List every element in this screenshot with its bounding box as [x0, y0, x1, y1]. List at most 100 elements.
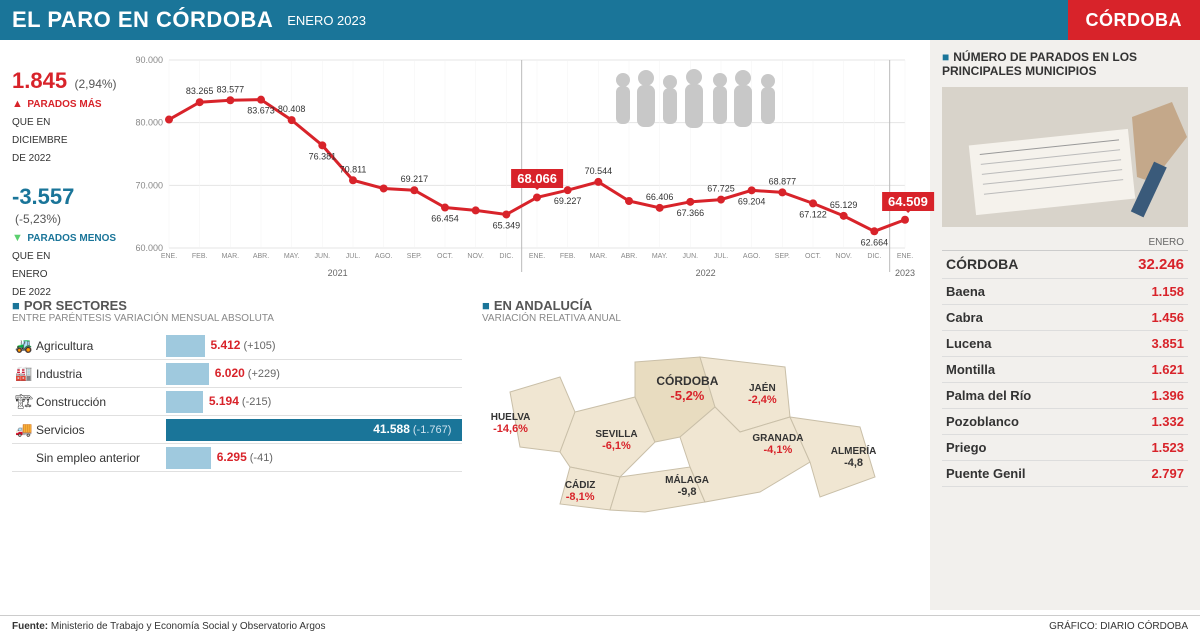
- sector-row: 🏭 Industria 6.020(+229): [12, 360, 462, 388]
- svg-text:83.265: 83.265: [186, 86, 214, 96]
- svg-text:ABR.: ABR.: [253, 253, 269, 260]
- left-column: 1.845 (2,94%) ▲ PARADOS MÁS QUE EN DICIE…: [0, 40, 930, 610]
- muni-row: Lucena 3.851: [942, 331, 1188, 357]
- svg-text:2021: 2021: [328, 268, 348, 278]
- svg-text:AGO.: AGO.: [743, 253, 761, 260]
- svg-text:FEB.: FEB.: [560, 253, 576, 260]
- andalucia-map: HUELVA-14,6%SEVILLA-6,1%CÓRDOBA-5,2%JAÉN…: [482, 332, 918, 522]
- page-date: ENERO 2023: [287, 13, 366, 28]
- svg-text:83.673: 83.673: [247, 106, 275, 116]
- muni-name: Puente Genil: [946, 466, 1025, 481]
- svg-text:62.664: 62.664: [861, 237, 889, 247]
- sector-bar: 41.588(-1.767): [166, 419, 462, 441]
- sector-name: Servicios: [36, 423, 166, 437]
- svg-text:70.811: 70.811: [340, 164, 367, 174]
- sector-icon: 🏗: [12, 393, 36, 410]
- svg-text:MAY.: MAY.: [652, 253, 668, 260]
- chart-row: 1.845 (2,94%) ▲ PARADOS MÁS QUE EN DICIE…: [12, 50, 918, 290]
- svg-text:80.408: 80.408: [278, 104, 306, 114]
- svg-text:ENE.: ENE.: [529, 253, 545, 260]
- muni-row: Pozoblanco1.332: [942, 409, 1188, 435]
- province-label: MÁLAGA-9,8: [665, 475, 709, 498]
- municipios-list: CÓRDOBA32.246Baena1.158Cabra1.456Lucena3…: [942, 251, 1188, 487]
- svg-text:MAR.: MAR.: [590, 253, 608, 260]
- people-silhouettes-icon: [608, 68, 788, 138]
- kpi-up-sub1: QUE EN: [12, 117, 50, 128]
- sectors-panel: ■POR SECTORES ENTRE PARÉNTESIS VARIACIÓN…: [12, 298, 462, 522]
- sectors-title: ■POR SECTORES: [12, 298, 462, 313]
- sector-name: Industria: [36, 367, 166, 381]
- sector-icon: 🚜: [12, 337, 36, 354]
- svg-text:ABR.: ABR.: [621, 253, 637, 260]
- sector-icon: 🚚: [12, 421, 36, 438]
- svg-text:66.454: 66.454: [431, 214, 459, 224]
- province-label: CÓRDOBA-5,2%: [656, 374, 718, 403]
- sector-value: 41.588(-1.767): [373, 422, 451, 436]
- province-label: ALMERÍA-4,8: [831, 446, 877, 469]
- kpi-up-sub3: DE 2022: [12, 153, 51, 164]
- line-chart: 60.00070.00080.00090.000ENE.FEB.MAR.ABR.…: [122, 50, 918, 290]
- svg-text:68.877: 68.877: [769, 176, 797, 186]
- muni-value: 1.332: [1151, 414, 1184, 429]
- svg-text:SEP.: SEP.: [775, 253, 790, 260]
- sector-icon: 🏭: [12, 365, 36, 382]
- kpi-down-sub1: QUE EN: [12, 251, 50, 262]
- sector-bar: 5.412(+105): [166, 335, 462, 357]
- andalucia-panel: ■EN ANDALUCÍA VARIACIÓN RELATIVA ANUAL: [462, 298, 918, 522]
- muni-value: 3.851: [1151, 336, 1184, 351]
- svg-text:2023: 2023: [895, 268, 915, 278]
- svg-text:OCT.: OCT.: [437, 253, 453, 260]
- svg-text:67.725: 67.725: [707, 184, 735, 194]
- sector-bar: 6.295(-41): [166, 447, 462, 469]
- province-label: JAÉN-2,4%: [748, 383, 777, 406]
- svg-text:67.366: 67.366: [677, 208, 705, 218]
- sector-row: Sin empleo anterior 6.295(-41): [12, 444, 462, 472]
- municipios-title: ■NÚMERO DE PARADOS EN LOS PRINCIPALES MU…: [942, 50, 1188, 79]
- kpi-down-value: -3.557: [12, 184, 74, 209]
- andalucia-subtitle: VARIACIÓN RELATIVA ANUAL: [482, 313, 918, 324]
- sectors-subtitle: ENTRE PARÉNTESIS VARIACIÓN MENSUAL ABSOL…: [12, 313, 462, 324]
- header-bar: EL PARO EN CÓRDOBA ENERO 2023 CÓRDOBA: [0, 0, 1200, 40]
- muni-row: Montilla 1.621: [942, 357, 1188, 383]
- sector-value: 5.194(-215): [209, 394, 271, 408]
- brand-logo: CÓRDOBA: [1068, 0, 1200, 40]
- andalucia-title: ■EN ANDALUCÍA: [482, 298, 918, 313]
- svg-text:MAY.: MAY.: [284, 253, 300, 260]
- muni-value: 1.621: [1151, 362, 1184, 377]
- muni-name: Lucena: [946, 336, 992, 351]
- kpi-down-sub3: DE 2022: [12, 287, 51, 298]
- svg-text:AGO.: AGO.: [375, 253, 393, 260]
- arrow-down-icon: ▼: [12, 232, 23, 244]
- svg-text:ENE.: ENE.: [161, 253, 177, 260]
- muni-name: Montilla: [946, 362, 995, 377]
- muni-value: 1.158: [1151, 284, 1184, 299]
- sector-name: Sin empleo anterior: [36, 451, 166, 465]
- kpi-up: 1.845 (2,94%) ▲ PARADOS MÁS QUE EN DICIE…: [12, 68, 122, 166]
- svg-text:NOV.: NOV.: [467, 253, 484, 260]
- svg-text:OCT.: OCT.: [805, 253, 821, 260]
- kpi-up-label: PARADOS MÁS: [27, 99, 101, 110]
- svg-text:76.381: 76.381: [309, 151, 337, 161]
- kpi-up-value: 1.845: [12, 68, 67, 93]
- sector-value: 6.295(-41): [217, 450, 273, 464]
- muni-value: 1.523: [1151, 440, 1184, 455]
- muni-name: Baena: [946, 284, 985, 299]
- svg-text:65.129: 65.129: [830, 200, 858, 210]
- svg-text:JUL.: JUL.: [346, 253, 360, 260]
- muni-value: 2.797: [1151, 466, 1184, 481]
- kpi-down-sub2: ENERO: [12, 269, 48, 280]
- footer-source: Fuente: Ministerio de Trabajo y Economía…: [12, 621, 325, 632]
- municipios-col-header: ENERO: [942, 235, 1188, 251]
- kpi-up-sub2: DICIEMBRE: [12, 135, 68, 146]
- footer-credit: GRÁFICO: DIARIO CÓRDOBA: [1049, 621, 1188, 632]
- svg-text:70.000: 70.000: [135, 180, 163, 190]
- svg-text:SEP.: SEP.: [407, 253, 422, 260]
- muni-row: Palma del Río1.396: [942, 383, 1188, 409]
- sector-value: 5.412(+105): [210, 338, 275, 352]
- kpi-down: -3.557 (-5,23%) ▼ PARADOS MENOS QUE EN E…: [12, 184, 122, 300]
- province-label: HUELVA-14,6%: [491, 412, 531, 435]
- muni-row: Cabra1.456: [942, 305, 1188, 331]
- sector-bar: 6.020(+229): [166, 363, 462, 385]
- svg-text:FEB.: FEB.: [192, 253, 208, 260]
- svg-text:NOV.: NOV.: [835, 253, 852, 260]
